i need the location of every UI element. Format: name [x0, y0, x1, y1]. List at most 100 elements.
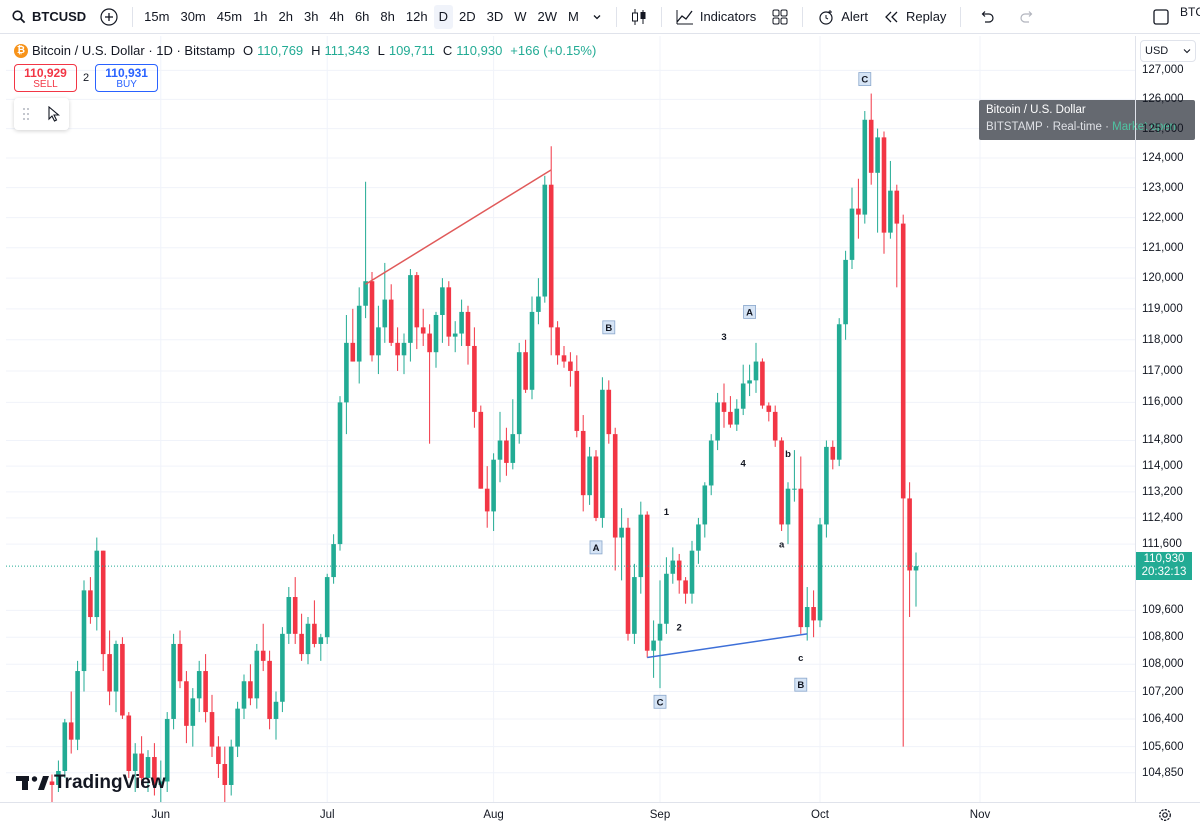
- candle-body[interactable]: [139, 753, 144, 778]
- candle-body[interactable]: [536, 296, 541, 312]
- candle-body[interactable]: [267, 660, 272, 719]
- undo-button[interactable]: [967, 0, 1007, 33]
- symbol-search[interactable]: BTCUSD: [0, 0, 86, 33]
- candle-body[interactable]: [830, 446, 836, 460]
- candle-body[interactable]: [792, 488, 797, 490]
- wave-label-box[interactable]: [602, 320, 616, 335]
- candle-body[interactable]: [408, 275, 413, 343]
- candle-body[interactable]: [216, 746, 221, 764]
- candle-body[interactable]: [843, 259, 848, 325]
- wave-label-text[interactable]: 4: [741, 458, 747, 469]
- candle-body[interactable]: [888, 190, 893, 233]
- candle-body[interactable]: [164, 718, 170, 782]
- interval-1h[interactable]: 1h: [253, 9, 268, 24]
- candle-body[interactable]: [190, 698, 196, 726]
- candle-body[interactable]: [708, 440, 714, 486]
- price-axis[interactable]: USD 127,000 126,000 125,000 124,000 123,000 1…: [1135, 36, 1200, 802]
- candle-body[interactable]: [747, 380, 752, 384]
- candle-body[interactable]: [420, 327, 426, 334]
- candle-body[interactable]: [683, 580, 688, 594]
- candle-body[interactable]: [459, 311, 464, 334]
- currency-selector[interactable]: USD: [1140, 40, 1196, 62]
- candle-body[interactable]: [817, 524, 823, 621]
- candle-body[interactable]: [81, 590, 87, 672]
- candle-body[interactable]: [862, 119, 868, 215]
- candle-body[interactable]: [318, 637, 324, 644]
- candle-body[interactable]: [209, 712, 215, 747]
- candle-body[interactable]: [331, 544, 336, 578]
- candle-body[interactable]: [811, 607, 816, 621]
- interval-3d[interactable]: 3D: [486, 9, 504, 24]
- candle-body[interactable]: [657, 623, 663, 641]
- candle-body[interactable]: [113, 643, 119, 692]
- candle-body[interactable]: [478, 411, 484, 489]
- candle-body[interactable]: [324, 577, 330, 638]
- compare-button[interactable]: [86, 0, 126, 33]
- fullscreen-button[interactable]: [1153, 0, 1169, 33]
- wave-label-text[interactable]: A: [746, 307, 753, 318]
- alert-button[interactable]: Alert: [809, 0, 876, 33]
- buy-button[interactable]: 110,931 BUY: [95, 64, 159, 92]
- candle-body[interactable]: [145, 757, 151, 778]
- trendline-blue[interactable]: [647, 633, 808, 659]
- wave-label-box[interactable]: [794, 677, 808, 692]
- wave-label-text[interactable]: A: [593, 543, 600, 554]
- interval-3h[interactable]: 3h: [304, 9, 319, 24]
- candle-body[interactable]: [446, 287, 452, 337]
- candle-body[interactable]: [132, 753, 138, 771]
- candle-body[interactable]: [369, 281, 375, 356]
- candle-body[interactable]: [344, 342, 349, 403]
- candle-body[interactable]: [388, 299, 394, 343]
- candle-body[interactable]: [228, 746, 234, 785]
- candle-body[interactable]: [280, 633, 285, 702]
- candle-body[interactable]: [913, 566, 919, 571]
- candle-body[interactable]: [696, 524, 701, 551]
- wave-label-box[interactable]: [858, 72, 872, 86]
- redo-button[interactable]: [1007, 0, 1047, 33]
- candle-body[interactable]: [376, 327, 381, 356]
- candle-body[interactable]: [881, 137, 887, 233]
- candle-body[interactable]: [382, 299, 388, 328]
- interval-8h[interactable]: 8h: [380, 9, 395, 24]
- candle-body[interactable]: [177, 643, 183, 682]
- candle-body[interactable]: [440, 287, 445, 315]
- candle-body[interactable]: [452, 333, 458, 337]
- candle-body[interactable]: [651, 640, 656, 651]
- sell-button[interactable]: 110,929 SELL: [14, 64, 77, 92]
- interval-45m[interactable]: 45m: [216, 9, 243, 24]
- wave-label-box[interactable]: [653, 694, 667, 709]
- wave-label-text[interactable]: 1: [664, 507, 670, 518]
- interval-4h[interactable]: 4h: [329, 9, 344, 24]
- candle-body[interactable]: [529, 311, 535, 390]
- candle-body[interactable]: [337, 402, 343, 545]
- replay-button[interactable]: Replay: [876, 0, 954, 33]
- candle-body[interactable]: [363, 281, 368, 306]
- candle-body[interactable]: [100, 550, 106, 655]
- candle-body[interactable]: [465, 311, 471, 346]
- interval-15m[interactable]: 15m: [144, 9, 170, 24]
- candle-body[interactable]: [356, 305, 362, 362]
- chart-type-button[interactable]: [623, 0, 655, 33]
- candle-body[interactable]: [548, 184, 554, 328]
- candle-body[interactable]: [606, 389, 612, 435]
- candle-body[interactable]: [664, 573, 669, 624]
- candle-body[interactable]: [580, 430, 586, 496]
- candle-body[interactable]: [593, 456, 599, 518]
- candle-body[interactable]: [849, 208, 855, 260]
- time-axis[interactable]: Jun Jul Aug Sep Oct Nov: [0, 802, 1200, 835]
- wave-label-text[interactable]: B: [797, 680, 804, 691]
- candle-body[interactable]: [49, 781, 55, 785]
- candle-body[interactable]: [299, 633, 304, 655]
- candle-body[interactable]: [638, 514, 644, 578]
- candle-body[interactable]: [600, 389, 605, 518]
- interval-d[interactable]: D: [433, 4, 453, 29]
- candle-body[interactable]: [273, 701, 279, 719]
- candle-body[interactable]: [120, 643, 125, 716]
- candle-body[interactable]: [260, 650, 266, 661]
- candle-body[interactable]: [734, 408, 740, 425]
- candle-body[interactable]: [612, 434, 618, 538]
- cursor-arrow-icon[interactable]: [47, 106, 61, 122]
- indicators-button[interactable]: Indicators: [668, 0, 764, 33]
- candle-body[interactable]: [894, 190, 900, 224]
